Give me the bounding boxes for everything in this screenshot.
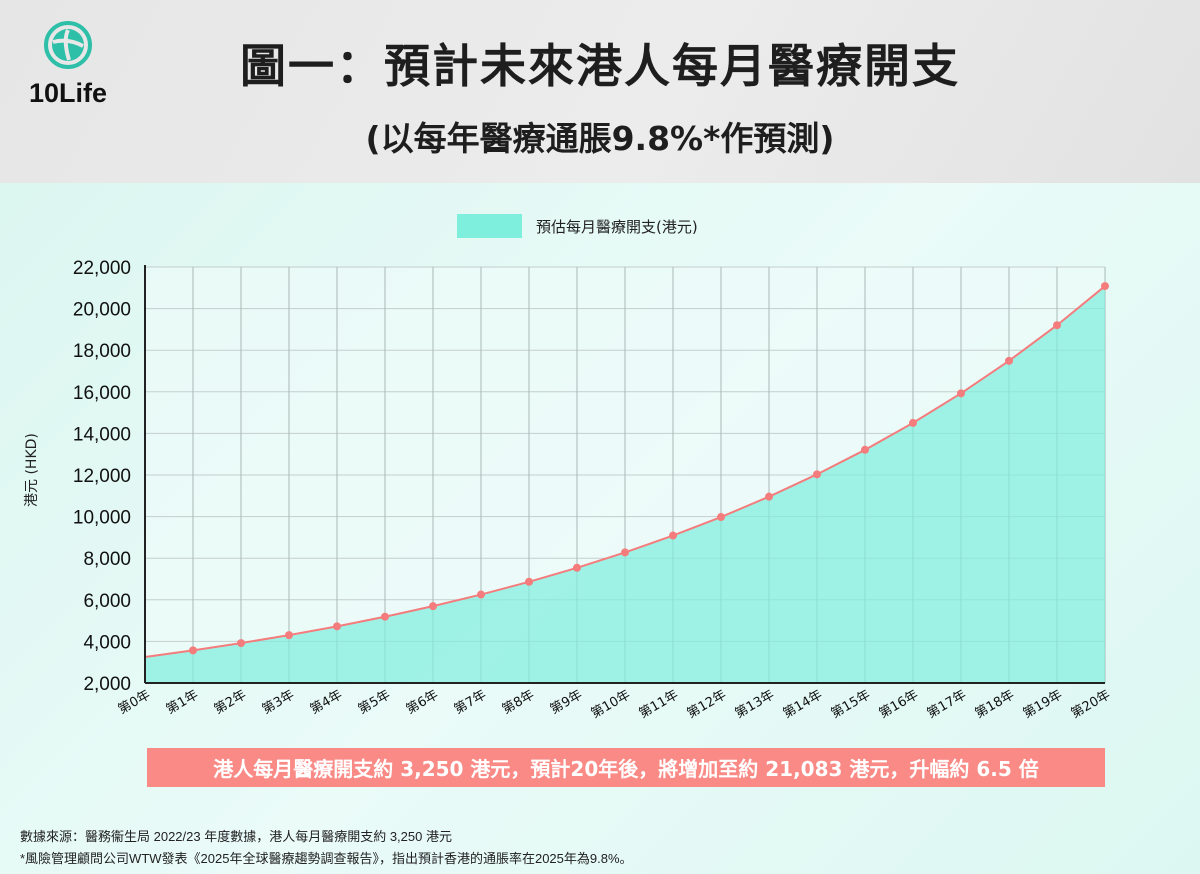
x-tick-label: 第9年 bbox=[548, 687, 585, 717]
x-tick-label: 第18年 bbox=[973, 687, 1017, 721]
x-tick-label: 第16年 bbox=[877, 687, 921, 721]
y-tick-label: 4,000 bbox=[83, 632, 131, 653]
source-note: 數據來源：醫務衞生局 2022/23 年度數據，港人每月醫療開支約 3,250 … bbox=[20, 829, 452, 844]
data-point bbox=[717, 513, 725, 522]
x-tick-label: 第10年 bbox=[589, 687, 633, 721]
y-tick-label: 2,000 bbox=[83, 674, 131, 695]
y-tick-label: 10,000 bbox=[73, 508, 131, 529]
globe-logo-icon bbox=[44, 21, 92, 69]
legend-label: 預估每月醫療開支(港元) bbox=[536, 217, 698, 236]
y-tick-label: 6,000 bbox=[83, 591, 131, 612]
data-point bbox=[1005, 356, 1013, 365]
page-title: 圖一：預計未來港人每月醫療開支 bbox=[240, 39, 960, 93]
x-tick-label: 第20年 bbox=[1069, 687, 1113, 721]
x-tick-label: 第17年 bbox=[925, 687, 969, 721]
x-tick-label: 第4年 bbox=[308, 687, 345, 717]
data-point bbox=[189, 646, 197, 655]
x-tick-label: 第12年 bbox=[685, 687, 729, 721]
y-tick-label: 22,000 bbox=[73, 258, 131, 279]
x-tick-label: 第6年 bbox=[404, 687, 441, 717]
data-point bbox=[813, 470, 821, 479]
data-point bbox=[477, 590, 485, 599]
y-tick-label: 18,000 bbox=[73, 341, 131, 362]
y-tick-label: 8,000 bbox=[83, 549, 131, 570]
data-point bbox=[429, 602, 437, 611]
x-tick-label: 第14年 bbox=[781, 687, 825, 721]
data-point bbox=[1101, 282, 1109, 291]
area-fill bbox=[145, 286, 1105, 683]
data-point bbox=[1053, 321, 1061, 330]
data-point bbox=[525, 577, 533, 586]
footnote: *風險管理顧問公司WTW發表《2025年全球醫療趨勢調查報告》，指出預計香港的通… bbox=[20, 851, 633, 866]
data-point bbox=[861, 445, 869, 454]
x-tick-label: 第15年 bbox=[829, 687, 873, 721]
data-point bbox=[285, 631, 293, 640]
legend: 預估每月醫療開支(港元) bbox=[457, 214, 698, 238]
data-point bbox=[333, 622, 341, 631]
y-tick-label: 14,000 bbox=[73, 424, 131, 445]
y-tick-label: 16,000 bbox=[73, 383, 131, 404]
x-tick-label: 第11年 bbox=[637, 687, 681, 721]
data-point bbox=[957, 389, 965, 398]
page-subtitle: (以每年醫療通脹9.8%*作預測) bbox=[365, 119, 835, 158]
x-tick-label: 第3年 bbox=[260, 687, 297, 717]
x-tick-label: 第7年 bbox=[452, 687, 489, 717]
data-point bbox=[237, 639, 245, 648]
summary-banner: 港人每月醫療開支約 3,250 港元，預計20年後，將增加至約 21,083 港… bbox=[147, 748, 1105, 787]
x-tick-label: 第1年 bbox=[164, 687, 201, 717]
logo: 10Life bbox=[18, 20, 118, 109]
x-tick-label: 第2年 bbox=[212, 687, 249, 717]
data-point bbox=[573, 563, 581, 572]
x-tick-label: 第8年 bbox=[500, 687, 537, 717]
data-point bbox=[909, 418, 917, 427]
legend-swatch bbox=[457, 214, 522, 238]
logo-text: 10Life bbox=[28, 78, 108, 108]
x-tick-label: 第13年 bbox=[733, 687, 777, 721]
x-tick-label: 第19年 bbox=[1021, 687, 1065, 721]
header: 10Life 圖一：預計未來港人每月醫療開支 (以每年醫療通脹9.8%*作預測) bbox=[0, 0, 1200, 183]
data-point bbox=[381, 612, 389, 621]
y-tick-label: 20,000 bbox=[73, 300, 131, 321]
data-point bbox=[621, 548, 629, 557]
data-point bbox=[669, 531, 677, 540]
x-tick-label: 第5年 bbox=[356, 687, 393, 717]
data-point bbox=[765, 492, 773, 501]
y-tick-label: 12,000 bbox=[73, 466, 131, 487]
